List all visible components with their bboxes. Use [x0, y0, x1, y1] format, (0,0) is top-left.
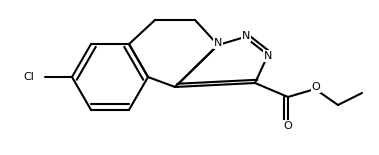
Text: N: N	[214, 38, 222, 48]
Text: N: N	[264, 51, 272, 61]
Text: N: N	[242, 31, 250, 41]
Text: Cl: Cl	[23, 72, 34, 82]
Text: O: O	[283, 121, 292, 131]
Text: O: O	[312, 82, 320, 92]
